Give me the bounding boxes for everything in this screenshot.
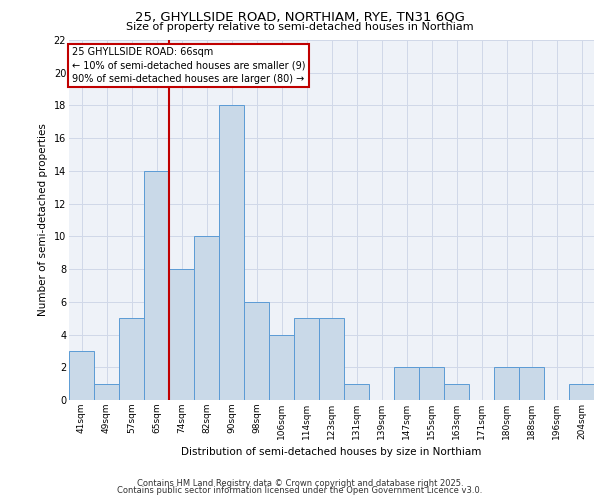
Bar <box>244 302 269 400</box>
Text: Contains HM Land Registry data © Crown copyright and database right 2025.: Contains HM Land Registry data © Crown c… <box>137 478 463 488</box>
Y-axis label: Number of semi-detached properties: Number of semi-detached properties <box>38 124 48 316</box>
Bar <box>569 384 594 400</box>
Bar <box>219 106 244 400</box>
Bar <box>519 368 544 400</box>
Bar <box>169 269 194 400</box>
Text: 25 GHYLLSIDE ROAD: 66sqm
← 10% of semi-detached houses are smaller (9)
90% of se: 25 GHYLLSIDE ROAD: 66sqm ← 10% of semi-d… <box>71 47 305 84</box>
Bar <box>319 318 344 400</box>
Text: 25, GHYLLSIDE ROAD, NORTHIAM, RYE, TN31 6QG: 25, GHYLLSIDE ROAD, NORTHIAM, RYE, TN31 … <box>135 11 465 24</box>
Bar <box>344 384 369 400</box>
Bar <box>69 351 94 400</box>
Bar <box>444 384 469 400</box>
X-axis label: Distribution of semi-detached houses by size in Northiam: Distribution of semi-detached houses by … <box>181 448 482 458</box>
Bar <box>194 236 219 400</box>
Bar <box>494 368 519 400</box>
Text: Size of property relative to semi-detached houses in Northiam: Size of property relative to semi-detach… <box>126 22 474 32</box>
Bar <box>419 368 444 400</box>
Bar <box>119 318 144 400</box>
Text: Contains public sector information licensed under the Open Government Licence v3: Contains public sector information licen… <box>118 486 482 495</box>
Bar <box>94 384 119 400</box>
Bar <box>269 334 294 400</box>
Bar <box>144 171 169 400</box>
Bar <box>294 318 319 400</box>
Bar <box>394 368 419 400</box>
